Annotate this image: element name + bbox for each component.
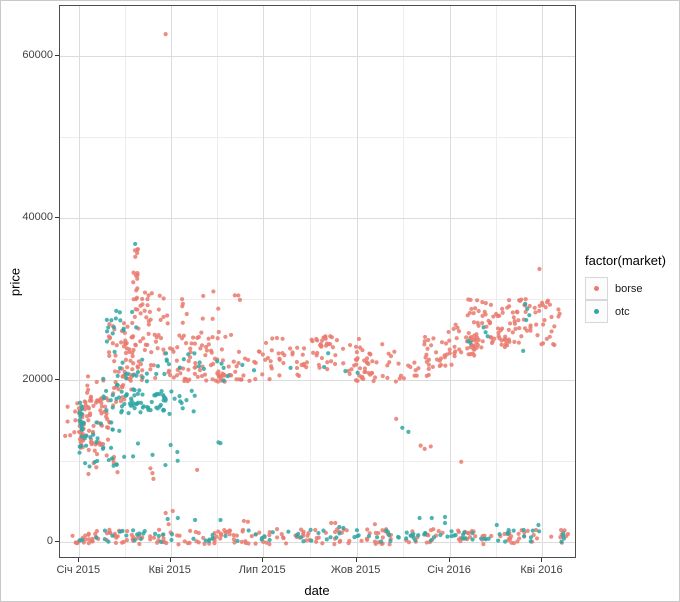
- x-tick-mark: [169, 558, 171, 562]
- y-tick-label: 60000: [22, 48, 53, 61]
- legend-item: borse: [585, 277, 666, 300]
- legend-items: borse otc: [585, 277, 666, 323]
- legend-point-icon: [594, 286, 599, 291]
- plot-canvas: [60, 6, 575, 557]
- legend: factor(market) borse otc: [585, 253, 666, 323]
- legend-item-label: borse: [615, 282, 643, 295]
- legend-item-label: otc: [615, 305, 630, 318]
- y-axis-title: price: [7, 267, 23, 297]
- y-tick-label: 0: [46, 535, 53, 547]
- x-tick-label: Січ 2015: [56, 564, 101, 576]
- x-tick-label: Січ 2016: [427, 564, 471, 576]
- y-tick-label: 40000: [22, 210, 53, 223]
- x-tick-mark: [449, 558, 451, 562]
- x-tick-mark: [78, 558, 80, 562]
- y-tick-label: 20000: [22, 373, 53, 385]
- x-tick-mark: [541, 558, 543, 562]
- y-tick-mark: [55, 379, 59, 380]
- plot-panel: [59, 5, 576, 558]
- legend-key-box: [585, 299, 608, 323]
- legend-title: factor(market): [585, 253, 666, 268]
- x-axis-title: date: [304, 583, 330, 598]
- x-tick-mark: [355, 558, 357, 562]
- x-tick-label: Лип 2015: [238, 564, 286, 576]
- legend-key-box: [585, 277, 608, 300]
- y-tick-mark: [55, 216, 59, 218]
- legend-point-icon: [594, 308, 599, 314]
- x-tick-label: Жов 2015: [330, 564, 381, 576]
- y-tick-mark: [55, 541, 59, 542]
- y-tick-mark: [55, 54, 59, 56]
- x-tick-label: Кві 2015: [148, 564, 191, 576]
- x-tick-label: Кві 2016: [520, 564, 563, 576]
- x-tick-mark: [262, 558, 264, 562]
- legend-item: otc: [585, 299, 666, 323]
